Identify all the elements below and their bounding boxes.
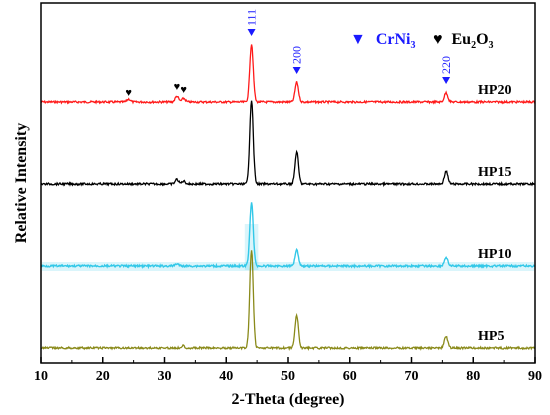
eu2o3-marker: ♥ [125, 87, 132, 99]
series-label-hp15: HP15 [478, 165, 511, 180]
x-tick-label-90: 90 [528, 369, 542, 384]
y-axis-label: Relative Intensity [13, 123, 30, 243]
peak-marker-200 [292, 67, 301, 74]
x-tick-label-60: 60 [343, 369, 357, 384]
legend-marker-eu2o3: ♥ [433, 31, 443, 48]
legend-entry-eu2o3: ♥ Eu2O3 [433, 31, 494, 51]
hp10-highlight-peak [244, 224, 259, 270]
series-line-hp20 [40, 44, 536, 105]
x-tick-label-40: 40 [219, 369, 233, 384]
x-tick-label-30: 30 [158, 369, 172, 384]
peak-label-220: 220 [439, 56, 453, 74]
eu2o3-marker: ♥ [180, 84, 187, 96]
x-tick-label-20: 20 [96, 369, 110, 384]
series-layer: HP20 HP15 HP10 HP5 [40, 44, 536, 352]
x-tick-label-80: 80 [466, 369, 480, 384]
peak-label-111: 111 [245, 9, 259, 26]
series-label-hp10: HP10 [478, 247, 511, 262]
x-tick-label-10: 10 [34, 369, 48, 384]
x-axis-ticks: 10 20 30 40 50 60 70 80 90 [34, 357, 542, 384]
legend-sub-eu2o3-a: 2 [471, 40, 476, 51]
x-axis-label: 2-Theta (degree) [232, 391, 345, 408]
legend-label-eu2o3: Eu [452, 31, 472, 48]
x-tick-label-70: 70 [405, 369, 419, 384]
legend-sub-eu2o3-b: 3 [489, 40, 494, 51]
series-label-hp5: HP5 [478, 329, 504, 344]
series-line-hp10 [40, 202, 536, 270]
hp10-highlight-band [42, 262, 534, 271]
legend-entry-crni3: ▼ CrNi3 [350, 31, 416, 51]
eu2o3-marker: ♥ [174, 81, 181, 93]
x-tick-label-50: 50 [281, 369, 295, 384]
legend-label-eu2o3-b: O [476, 31, 488, 48]
peak-label-200: 200 [290, 46, 304, 64]
series-line-hp15 [40, 100, 536, 188]
series-label-hp20: HP20 [478, 83, 511, 98]
legend: ▼ CrNi3 ♥ Eu2O3 [350, 31, 494, 51]
series-line-hp5 [40, 250, 536, 352]
peak-marker-220 [442, 77, 451, 84]
legend-sub-crni3: 3 [411, 40, 416, 51]
legend-label-crni3: CrNi [376, 31, 411, 48]
legend-marker-crni3: ▼ [350, 31, 366, 48]
peak-marker-111 [247, 29, 256, 36]
